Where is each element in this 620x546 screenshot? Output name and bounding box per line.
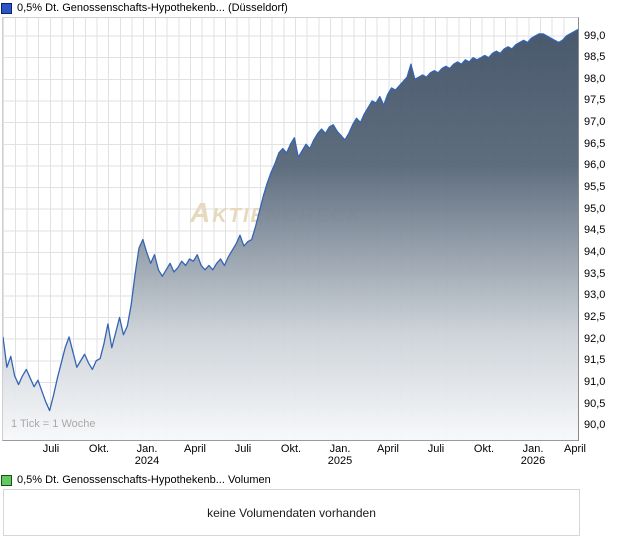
y-tick-label: 91,0	[584, 375, 606, 388]
x-tick-year-label: 2024	[134, 455, 160, 467]
y-tick-label: 95,5	[584, 181, 606, 194]
x-tick-label: Jan.	[136, 443, 158, 455]
volume-empty-message: keine Volumendaten vorhanden	[207, 505, 376, 520]
y-tick-label: 91,5	[584, 354, 606, 367]
volume-chart-title: 0,5% Dt. Genossenschafts-Hypothekenb... …	[17, 474, 271, 486]
x-tick-label: Okt.	[280, 443, 302, 455]
y-tick-label: 94,0	[584, 246, 606, 258]
x-tick-label: Juli	[234, 443, 252, 455]
y-axis: 99,0 98,5 98,0 97,5 97,0 96,5 96,0 95,5 95,0 94,5…	[584, 0, 620, 440]
x-tick-year-label: 2026	[520, 455, 546, 467]
tick-interval-note: 1 Tick = 1 Woche	[11, 418, 96, 430]
x-tick-label: Juli	[427, 443, 445, 455]
y-tick-label: 93,0	[584, 289, 606, 302]
y-tick-label: 98,0	[584, 72, 606, 85]
x-tick-label: Okt.	[473, 443, 495, 455]
y-tick-label: 97,5	[584, 94, 606, 107]
y-tick-label: 93,5	[584, 267, 606, 280]
volume-chart-legend: 0,5% Dt. Genossenschafts-Hypothekenb... …	[1, 474, 271, 486]
y-tick-label: 90,0	[584, 419, 606, 432]
x-tick-label: Jan.	[329, 443, 351, 455]
y-tick-label: 90,5	[584, 397, 606, 410]
y-tick-label: 99,0	[584, 29, 606, 42]
y-tick-label: 94,5	[584, 224, 606, 237]
price-plot-area[interactable]: Aktiencheck 1 Tick = 1 Woche	[2, 17, 579, 441]
y-tick-label: 92,5	[584, 310, 606, 323]
y-tick-label: 92,0	[584, 332, 606, 345]
x-tick-label: Okt.	[88, 443, 110, 455]
x-tick-label: April	[563, 443, 586, 455]
price-chart-legend: 0,5% Dt. Genossenschafts-Hypothekenb... …	[1, 2, 288, 14]
price-chart-canvas: Aktiencheck	[3, 18, 578, 440]
x-tick-label: April	[376, 443, 399, 455]
price-chart-title: 0,5% Dt. Genossenschafts-Hypothekenb... …	[17, 2, 288, 14]
x-tick-label: Jan.	[522, 443, 544, 455]
y-tick-label: 97,0	[584, 116, 606, 129]
y-tick-label: 96,0	[584, 159, 606, 172]
volume-plot-area: keine Volumendaten vorhanden	[3, 489, 580, 536]
price-series-marker-icon	[1, 2, 12, 14]
y-tick-label: 95,0	[584, 202, 606, 215]
x-tick-year-label: 2025	[327, 455, 353, 467]
x-tick-label: Juli	[42, 443, 60, 455]
volume-series-marker-icon	[1, 474, 12, 486]
x-tick-label: April	[183, 443, 206, 455]
y-tick-label: 98,5	[584, 51, 606, 64]
y-tick-label: 96,5	[584, 137, 606, 150]
